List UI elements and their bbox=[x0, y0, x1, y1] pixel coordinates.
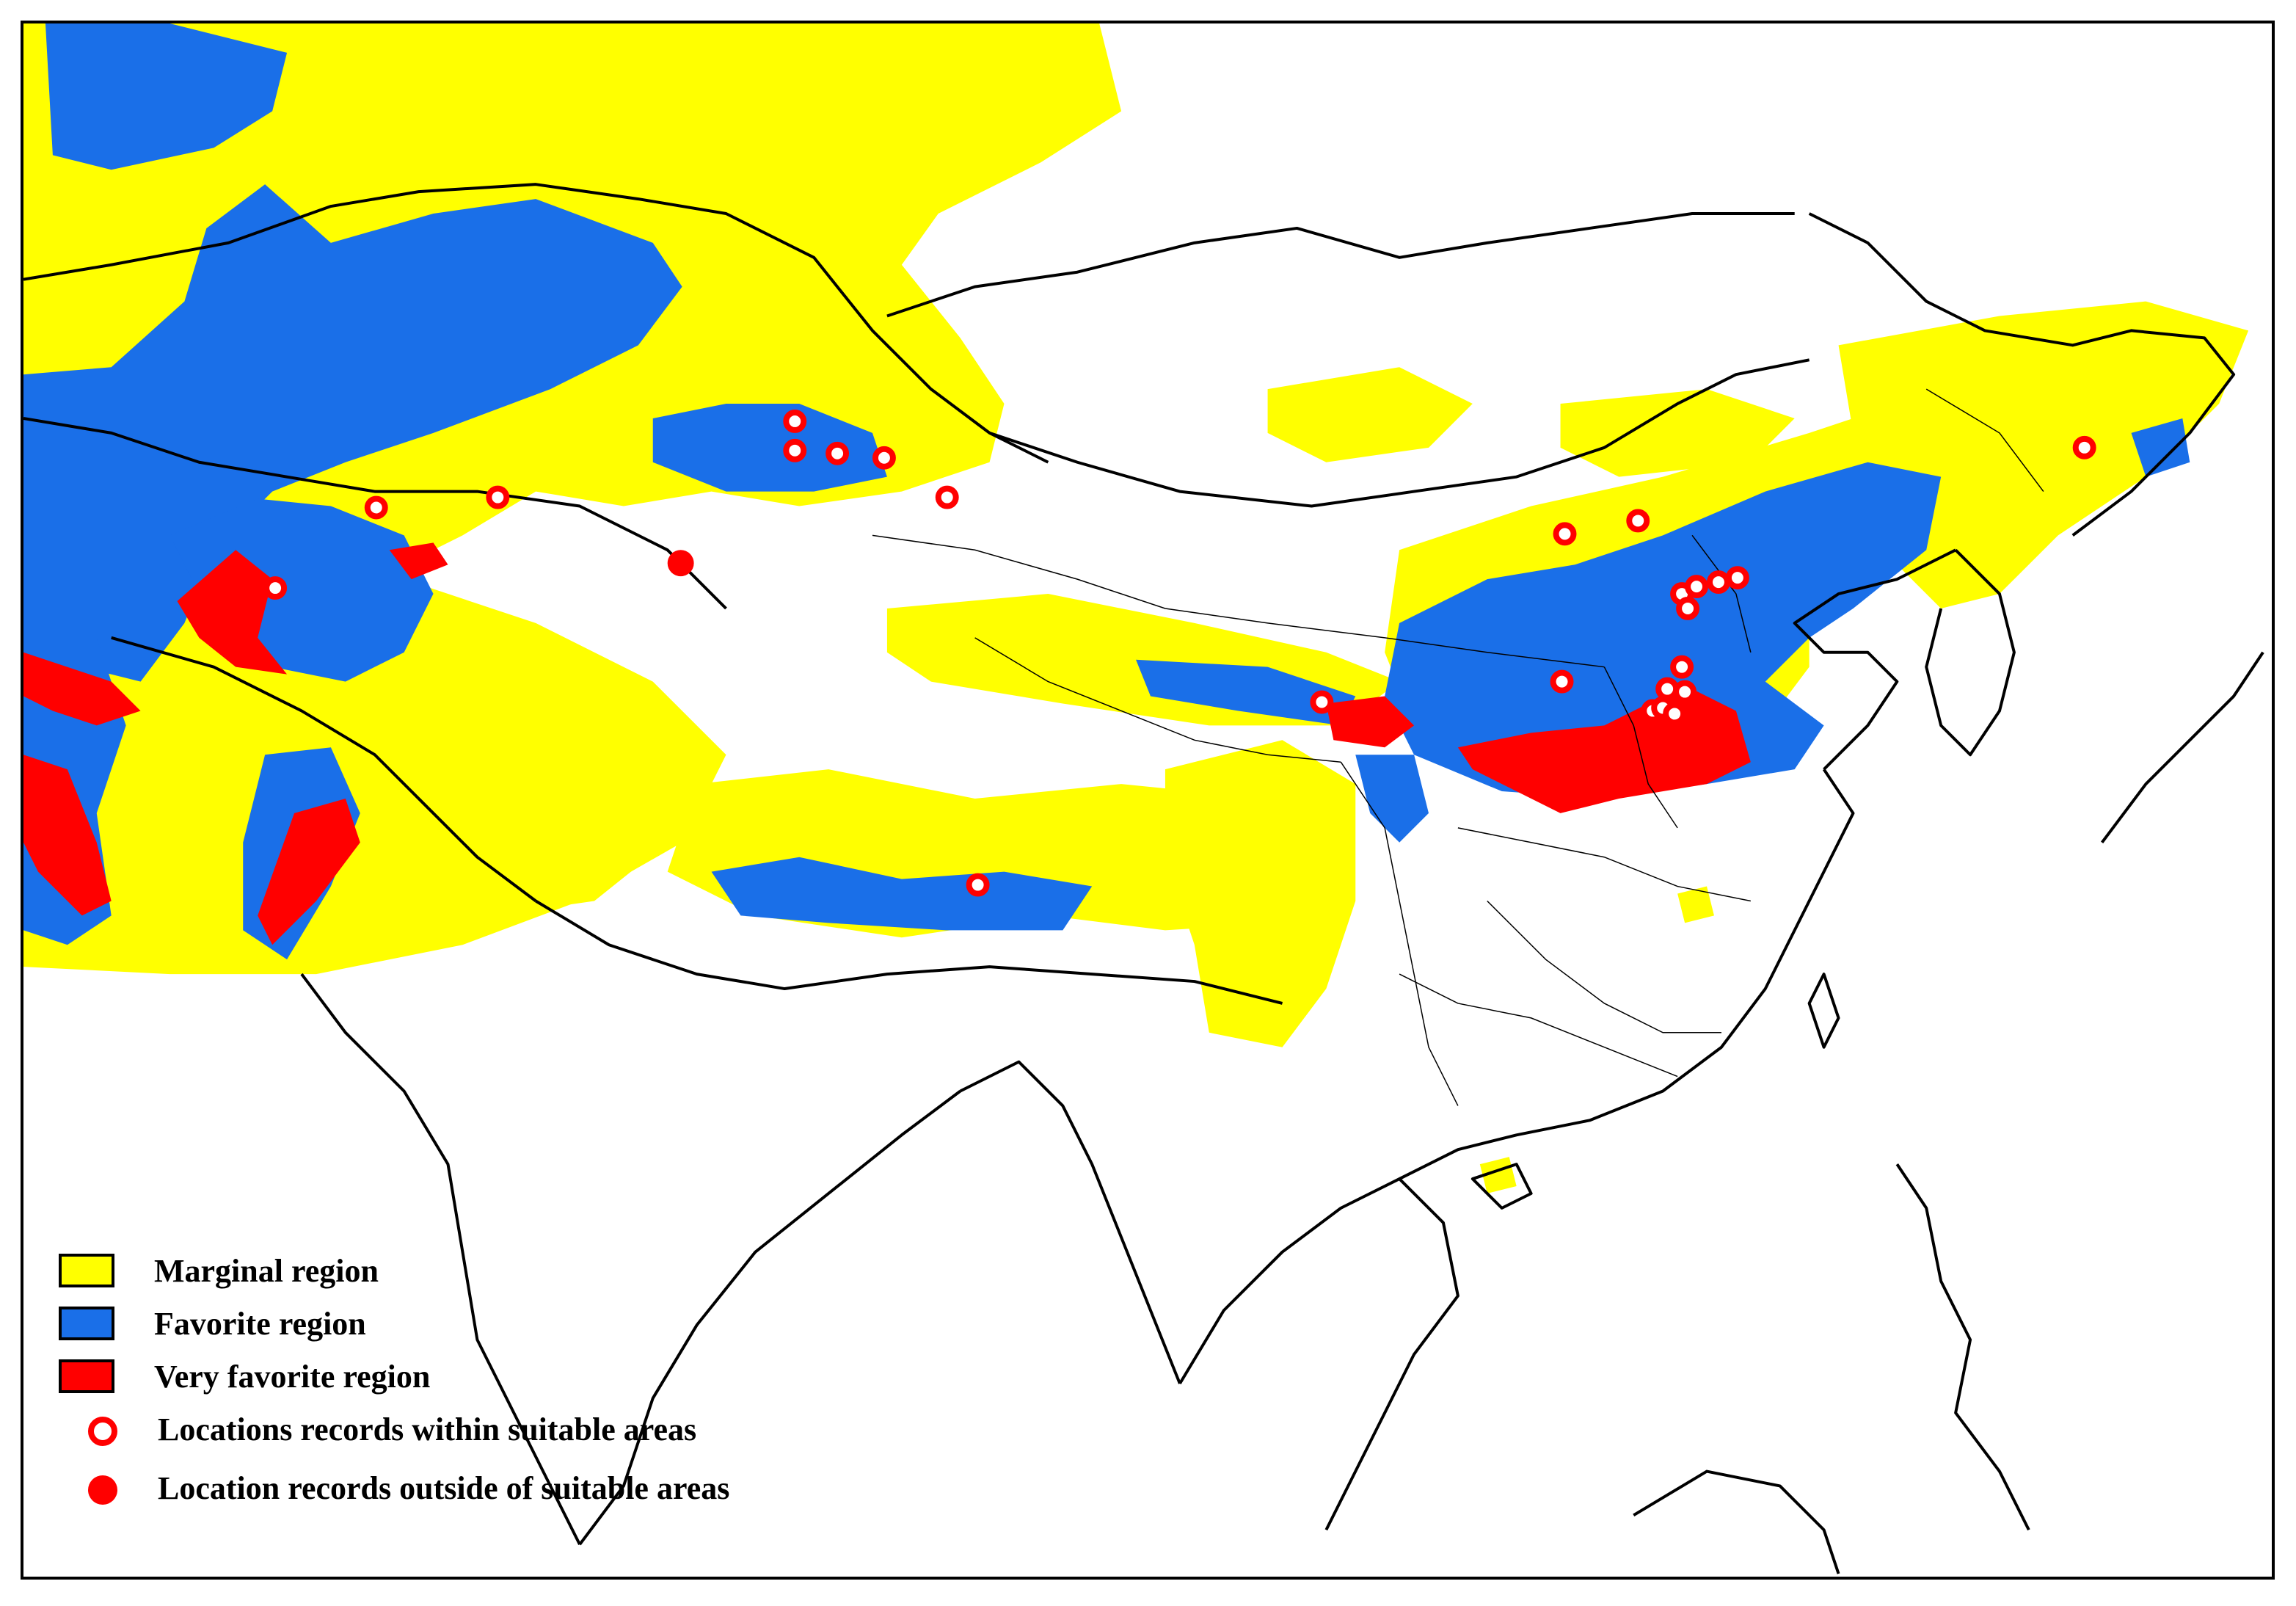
boundary-afghanistan bbox=[111, 636, 537, 903]
record-within-marker bbox=[263, 576, 288, 600]
boundary-hainan bbox=[1470, 1163, 1533, 1210]
favorite-region-kazakh-north bbox=[45, 23, 288, 170]
very-favorite-region-kyrgyz bbox=[389, 542, 448, 580]
marginal-region-hengduan bbox=[1165, 740, 1356, 1047]
boundary-indochina bbox=[1178, 1177, 1459, 1531]
province-line-7 bbox=[1603, 666, 1678, 829]
favorite-region-qilian bbox=[1136, 659, 1356, 726]
marginal-region-patch-small bbox=[1677, 886, 1714, 923]
legend-item-marginal: Marginal region bbox=[59, 1248, 1013, 1299]
province-line-8 bbox=[1691, 534, 1752, 653]
record-within-marker bbox=[966, 873, 990, 897]
legend-swatch-marginal bbox=[59, 1254, 114, 1287]
record-within-marker bbox=[783, 410, 807, 433]
boundary-india-coast-west bbox=[300, 973, 581, 1546]
legend-ring-icon bbox=[88, 1417, 117, 1446]
legend-label-marginal: Marginal region bbox=[154, 1253, 379, 1289]
favorite-region-north-china bbox=[1385, 462, 1942, 799]
boundary-bay-of-bengal bbox=[959, 1060, 1181, 1384]
legend-swatch-very-favorite bbox=[59, 1359, 114, 1393]
legend-swatch-favorite bbox=[59, 1307, 114, 1340]
record-within-marker bbox=[1707, 570, 1730, 595]
record-within-marker bbox=[1310, 690, 1334, 714]
boundary-china-south-coast bbox=[1399, 769, 1855, 1180]
record-within-marker bbox=[486, 485, 510, 509]
legend-item-very-favorite: Very favorite region bbox=[59, 1354, 1013, 1405]
boundary-philippines bbox=[1895, 1163, 2030, 1531]
province-line-2 bbox=[974, 637, 1341, 763]
suitability-map bbox=[23, 23, 2264, 1574]
record-within-marker bbox=[1685, 575, 1709, 599]
marginal-region-inner-mongolia bbox=[1560, 389, 1795, 477]
record-within-marker bbox=[1725, 566, 1749, 590]
province-line-3 bbox=[1340, 761, 1459, 1106]
province-boundaries bbox=[872, 388, 2044, 1106]
province-line-5 bbox=[1487, 900, 1721, 1033]
records-within-suitable-areas bbox=[263, 410, 2096, 897]
record-within-marker bbox=[1663, 702, 1687, 726]
country-boundaries bbox=[23, 183, 2264, 1574]
record-within-marker bbox=[1655, 677, 1680, 701]
favorite-region-tianshan bbox=[652, 404, 887, 492]
province-line-6 bbox=[1399, 973, 1678, 1078]
boundary-japan bbox=[2101, 651, 2264, 843]
record-within-marker bbox=[364, 495, 388, 520]
boundary-central-asia bbox=[23, 417, 727, 610]
legend-label-very-favorite: Very favorite region bbox=[154, 1359, 431, 1395]
legend-label-favorite: Favorite region bbox=[154, 1306, 366, 1342]
very-favorite-region-west-edge bbox=[23, 652, 141, 726]
record-within-marker bbox=[1553, 522, 1577, 546]
favorite-region-northeast bbox=[2131, 418, 2190, 477]
marginal-region-himalaya-west bbox=[433, 703, 668, 916]
boundary-china-east-coast bbox=[1793, 548, 1957, 771]
legend-label-records-within: Locations records within suitable areas bbox=[158, 1411, 697, 1447]
boundary-russia-kazakhstan bbox=[23, 183, 1049, 464]
favorite-region-sichuan bbox=[1355, 755, 1429, 843]
legend-item-records-within: Locations records within suitable areas bbox=[59, 1406, 1013, 1458]
boundary-mongolia-south bbox=[988, 358, 1810, 508]
record-within-marker bbox=[1676, 597, 1700, 620]
province-line-1 bbox=[872, 534, 1605, 668]
records-outside-suitable-areas bbox=[667, 550, 694, 577]
boundary-korea bbox=[1925, 548, 2016, 757]
boundary-borneo bbox=[1633, 1469, 1840, 1574]
marginal-region-northeast bbox=[1838, 301, 2249, 608]
very-favorite-region-gansu bbox=[1326, 696, 1415, 748]
record-outside-marker bbox=[667, 550, 694, 577]
very-favorite-region-central-asia bbox=[177, 550, 288, 675]
legend-item-records-outside: Location records outside of suitable are… bbox=[59, 1465, 1013, 1516]
favorite-region-tibet-south bbox=[711, 857, 1093, 931]
record-within-marker bbox=[1673, 680, 1697, 704]
legend-dot-icon bbox=[88, 1475, 117, 1505]
map-legend: Marginal region Favorite region Very fav… bbox=[59, 1248, 1013, 1556]
legend-item-favorite: Favorite region bbox=[59, 1301, 1013, 1352]
boundary-india-north bbox=[535, 899, 1283, 1005]
record-within-marker bbox=[1670, 655, 1694, 679]
province-line-9 bbox=[1925, 388, 2044, 493]
record-within-marker bbox=[1626, 509, 1650, 533]
boundary-taiwan bbox=[1807, 973, 1840, 1049]
boundary-china-northeast bbox=[1808, 212, 2236, 537]
record-within-marker bbox=[1550, 669, 1574, 694]
province-line-4 bbox=[1457, 827, 1752, 902]
boundary-mongolia-north bbox=[886, 212, 1795, 318]
record-within-marker bbox=[935, 485, 959, 509]
legend-label-records-outside: Location records outside of suitable are… bbox=[158, 1470, 730, 1506]
record-within-marker bbox=[783, 438, 807, 462]
very-favorite-region-pakistan bbox=[258, 799, 360, 945]
boundary-india-coast-east bbox=[578, 1089, 961, 1546]
record-within-marker bbox=[2072, 435, 2096, 459]
map-frame bbox=[21, 21, 2275, 1580]
favorite-regions bbox=[23, 23, 2190, 960]
record-within-marker bbox=[826, 441, 850, 465]
marginal-region-mongolia-patches bbox=[1267, 367, 1473, 462]
record-within-marker bbox=[872, 446, 896, 470]
very-favorite-region-iran bbox=[23, 755, 112, 916]
